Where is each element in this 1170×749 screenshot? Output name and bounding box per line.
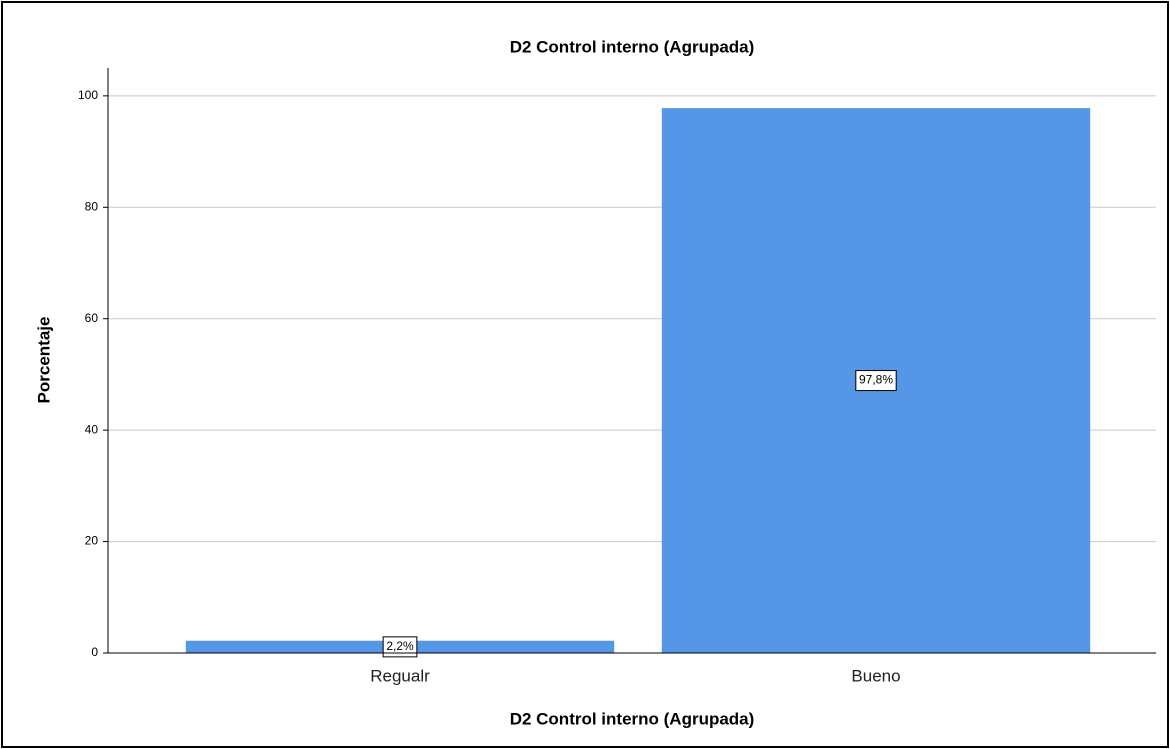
y-tick-label: 100 bbox=[78, 88, 98, 102]
value-label: 97,8% bbox=[859, 373, 893, 387]
value-label-box bbox=[855, 370, 897, 392]
value-label-box bbox=[382, 636, 418, 658]
x-tick-label: Bueno bbox=[851, 666, 900, 685]
value-label: 2,2% bbox=[386, 639, 414, 653]
chart-title: D2 Control interno (Agrupada) bbox=[510, 37, 755, 56]
y-tick-label: 20 bbox=[85, 534, 99, 548]
y-tick-label: 40 bbox=[85, 422, 99, 436]
y-tick-label: 60 bbox=[85, 311, 99, 325]
x-tick-label: Regualr bbox=[370, 666, 430, 685]
y-tick-label: 0 bbox=[91, 645, 98, 659]
x-axis-label: D2 Control interno (Agrupada) bbox=[510, 709, 755, 728]
y-tick-label: 80 bbox=[85, 199, 99, 213]
y-axis-label: Porcentaje bbox=[34, 317, 53, 404]
